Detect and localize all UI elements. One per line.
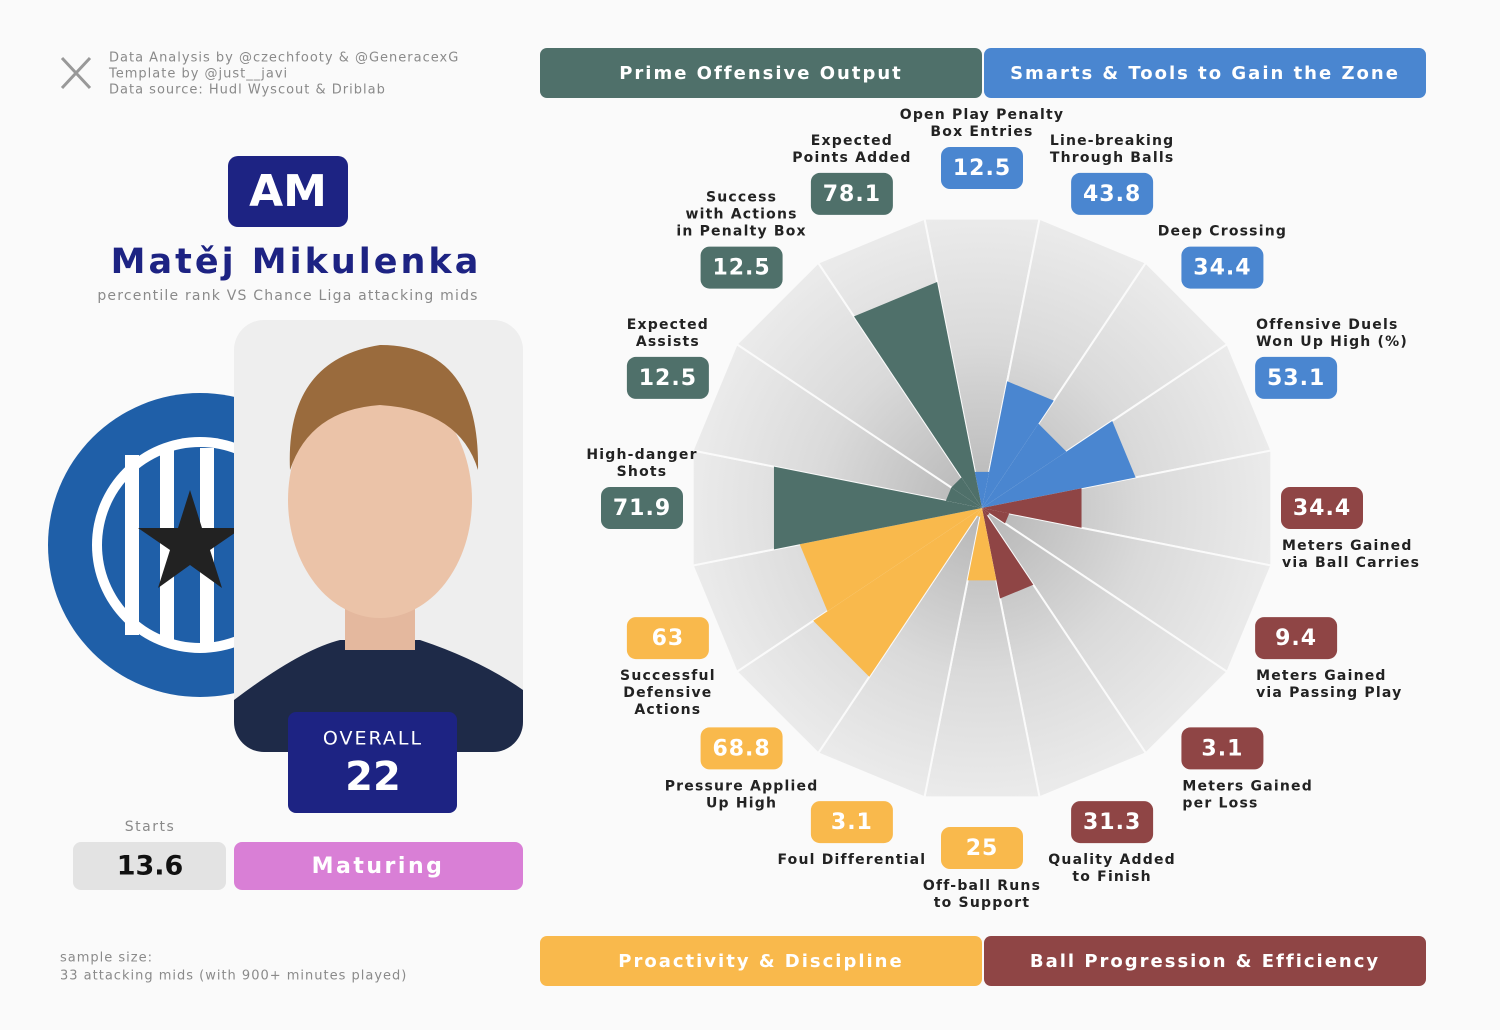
value-label: 43.8 — [1083, 182, 1141, 207]
value-badge — [601, 487, 683, 529]
value-badge — [810, 172, 893, 215]
value-badge — [626, 356, 709, 399]
credit-line: Data Analysis by @czechfooty & @Generace… — [109, 51, 459, 66]
starts-label: Starts — [125, 819, 176, 835]
category-label: Expected Points Added — [792, 133, 911, 166]
slice-value — [773, 466, 982, 550]
value-label: 78.1 — [823, 182, 881, 207]
value-label: 53.1 — [1267, 366, 1325, 391]
slice-value — [982, 423, 1067, 508]
value-label: 31.3 — [1083, 810, 1141, 835]
overall-value: 22 — [345, 754, 401, 800]
value-label: 25 — [966, 836, 999, 861]
position: AM — [249, 166, 327, 217]
slice-value — [976, 508, 982, 517]
value-label: 34.4 — [1193, 256, 1251, 281]
starts-box — [73, 842, 226, 890]
category-label: Meters Gained via Ball Carries — [1282, 538, 1420, 571]
overall-label: OVERALL — [323, 728, 423, 750]
credit-line: Data source: Hudl Wyscout & Driblab — [109, 83, 386, 98]
value-badge — [700, 727, 783, 770]
value-badge — [1255, 356, 1338, 399]
category-label: Line-breaking Through Balls — [1050, 133, 1175, 166]
category-label: Deep Crossing — [1158, 224, 1287, 240]
category-label: Off-ball Runs to Support — [923, 878, 1041, 911]
slice-value — [974, 471, 990, 508]
value-badge — [941, 827, 1023, 869]
player-name: Matěj Mikulenka — [111, 242, 482, 282]
value-label: 12.5 — [712, 256, 770, 281]
group-name: Smarts & Tools to Gain the Zone — [1010, 63, 1400, 84]
value-badge — [1255, 617, 1338, 660]
status-box — [234, 842, 523, 890]
sample-line: 33 attacking mids (with 900+ minutes pla… — [60, 969, 407, 984]
value-label: 68.8 — [712, 736, 770, 761]
slice-value — [982, 508, 1034, 599]
category-label: Successful Defensive Actions — [620, 668, 716, 718]
category-label: Quality Added to Finish — [1048, 852, 1176, 885]
slice-value — [799, 508, 982, 612]
value-label: 12.5 — [639, 366, 697, 391]
category-label: Pressure Applied Up High — [665, 778, 819, 811]
slice-value — [982, 508, 1010, 524]
value-badge — [700, 246, 783, 289]
slice-value — [982, 508, 990, 516]
category-label: Offensive Duels Won Up High (%) — [1256, 317, 1408, 350]
value-badge — [1071, 801, 1154, 844]
group-header — [540, 936, 982, 986]
x-logo — [60, 56, 92, 90]
value-label: 34.4 — [1293, 496, 1351, 521]
slice-value — [853, 282, 982, 508]
group-name: Ball Progression & Efficiency — [1030, 951, 1380, 972]
value-label: 63 — [652, 626, 685, 651]
status: Maturing — [312, 854, 445, 879]
overall-box — [288, 712, 457, 813]
group-header — [540, 48, 982, 98]
category-label: Success with Actions in Penalty Box — [676, 190, 806, 240]
group-name: Proactivity & Discipline — [618, 951, 903, 972]
position-badge — [228, 156, 348, 227]
slice-value — [982, 488, 1082, 528]
value-label: 3.1 — [1201, 736, 1243, 761]
slice-value — [813, 508, 982, 677]
sample-line: sample size: — [60, 951, 153, 966]
slice-value — [982, 381, 1054, 508]
category-label: Meters Gained per Loss — [1182, 778, 1313, 811]
slice-value — [945, 487, 982, 508]
category-label: High-danger Shots — [586, 447, 697, 480]
value-label: 12.5 — [953, 156, 1011, 181]
slice-value — [951, 477, 982, 508]
player-photo — [234, 320, 523, 752]
group-header — [984, 48, 1426, 98]
subtitle: percentile rank VS Chance Liga attacking… — [97, 288, 478, 304]
category-label: Expected Assists — [627, 317, 709, 350]
category-label: Foul Differential — [777, 852, 926, 868]
value-badge — [1281, 487, 1363, 529]
value-label: 9.4 — [1275, 626, 1317, 651]
value-badge — [1071, 172, 1154, 215]
value-label: 3.1 — [831, 810, 873, 835]
category-label: Meters Gained via Passing Play — [1256, 668, 1402, 701]
value-badge — [1181, 246, 1264, 289]
slice-value — [967, 508, 997, 581]
value-badge — [626, 617, 709, 660]
value-badge — [941, 147, 1023, 189]
group-name: Prime Offensive Output — [619, 63, 903, 84]
category-label: Open Play Penalty Box Entries — [900, 107, 1065, 140]
value-badge — [810, 801, 893, 844]
slice-value — [982, 420, 1136, 508]
starts-value: 13.6 — [117, 851, 184, 882]
group-header — [984, 936, 1426, 986]
value-badge — [1181, 727, 1264, 770]
value-label: 71.9 — [613, 496, 671, 521]
credit-line: Template by @just__javi — [108, 67, 288, 82]
